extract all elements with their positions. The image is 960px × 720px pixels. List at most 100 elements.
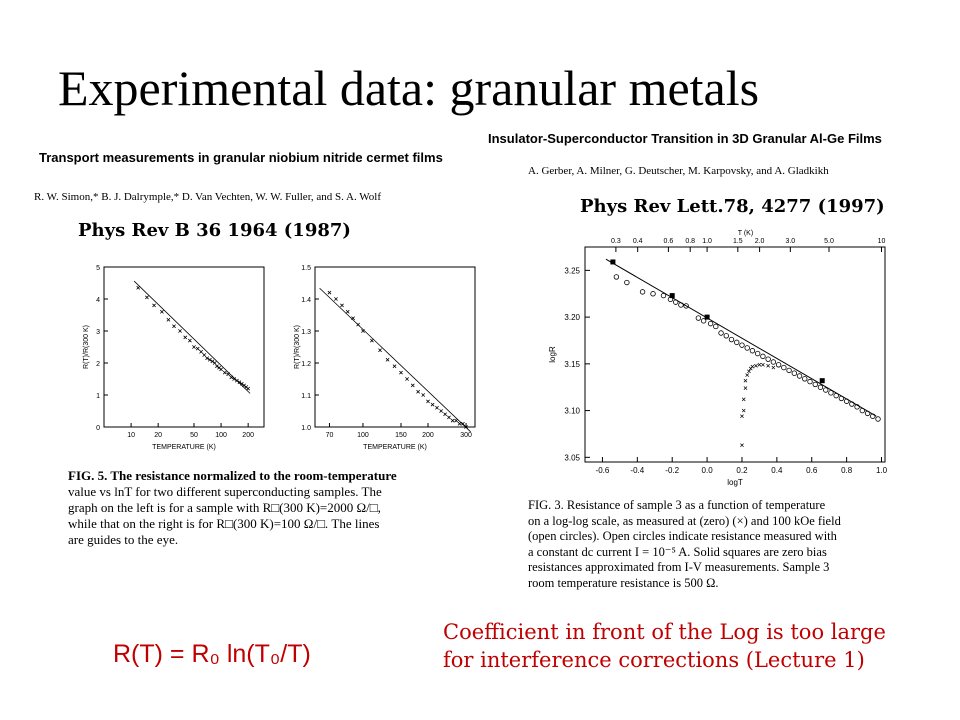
left-b-data-point bbox=[450, 418, 455, 423]
right-open-circle-point bbox=[744, 345, 750, 351]
left-paper-reference: Phys Rev B 36 1964 (1987) bbox=[78, 220, 351, 241]
right-ytick-label: 3.15 bbox=[564, 360, 580, 369]
comment-line-0: Coefficient in front of the Log is too l… bbox=[443, 620, 886, 644]
left-a-xlabel: TEMPERATURE (K) bbox=[152, 444, 216, 451]
left-caption-line-0: FIG. 5. The resistance normalized to the… bbox=[68, 468, 397, 483]
right-open-circle-point bbox=[812, 381, 818, 388]
left-a-data-point bbox=[222, 370, 227, 375]
right-filled-square-point bbox=[610, 259, 616, 265]
right-filled-square-point bbox=[669, 293, 675, 299]
left-a-data-point bbox=[152, 303, 156, 308]
left-paper-authors: R. W. Simon,* B. J. Dalrymple,* D. Van V… bbox=[34, 191, 382, 203]
right-open-circle-point bbox=[723, 333, 729, 339]
right-open-circle-point bbox=[650, 291, 656, 297]
left-b-data-point bbox=[460, 421, 465, 426]
left-b-data-point bbox=[361, 329, 365, 333]
left-b-xtick-label: 200 bbox=[422, 432, 434, 439]
right-top-tick-label: 1.0 bbox=[702, 238, 712, 245]
left-a-data-point bbox=[199, 349, 203, 354]
right-top-tick-label: 0.3 bbox=[611, 238, 621, 245]
left-b-data-point bbox=[416, 389, 420, 394]
right-caption-line-5: room temperature resistance is 500 Ω. bbox=[528, 575, 719, 590]
right-top-tick-label: 3.0 bbox=[785, 238, 795, 245]
right-paper-title: Insulator-Superconductor Transition in 3… bbox=[488, 131, 882, 146]
left-a-ytick-label: 2 bbox=[96, 361, 100, 368]
left-b-data-point bbox=[340, 303, 344, 308]
left-b-data-point bbox=[430, 402, 435, 407]
right-open-circle-point bbox=[734, 339, 740, 346]
right-open-circle-point bbox=[672, 299, 679, 305]
left-a-data-point bbox=[178, 329, 182, 333]
right-fit-line bbox=[605, 258, 877, 417]
right-open-circle-point bbox=[854, 404, 860, 410]
left-b-xtick-label: 150 bbox=[395, 432, 407, 439]
right-open-circle-point bbox=[760, 353, 766, 360]
right-open-circle-point bbox=[678, 302, 684, 308]
left-a-data-point bbox=[195, 346, 200, 351]
right-open-circle-point bbox=[817, 384, 824, 390]
right-cross-point bbox=[750, 364, 755, 369]
slide-title: Experimental data: granular metals bbox=[58, 60, 760, 116]
left-b-data-point bbox=[392, 364, 397, 369]
right-open-circle-point bbox=[786, 367, 792, 374]
left-a-data-point bbox=[202, 353, 207, 357]
left-caption-line-3: while that on the right is for R□(300 K)… bbox=[68, 516, 380, 531]
left-b-guide-line bbox=[319, 287, 471, 433]
right-top-tick-label: 10 bbox=[878, 238, 886, 245]
right-top-tick-label: 0.4 bbox=[633, 238, 643, 245]
right-caption-line-4: resistances approximated from I-V measur… bbox=[528, 560, 830, 574]
left-b-data-point bbox=[457, 421, 462, 426]
left-b-data-point bbox=[370, 338, 374, 343]
left-a-data-point bbox=[145, 295, 149, 300]
left-b-data-point bbox=[345, 309, 350, 314]
left-a-xtick-label: 20 bbox=[154, 432, 162, 439]
right-open-circle-point bbox=[718, 330, 724, 336]
right-ytick-label: 3.25 bbox=[564, 266, 580, 275]
left-paper-title: Transport measurements in granular niobi… bbox=[39, 150, 443, 165]
right-open-circle-point bbox=[765, 356, 771, 362]
right-paper-reference: Phys Rev Lett.78, 4277 (1997) bbox=[580, 196, 885, 217]
right-cross-point bbox=[754, 363, 758, 368]
right-cross-point bbox=[740, 414, 744, 419]
left-a-data-point bbox=[172, 324, 176, 329]
right-cross-point bbox=[741, 397, 746, 402]
left-a-data-point bbox=[205, 356, 210, 361]
right-cross-point bbox=[761, 362, 765, 367]
right-top-axis-label: T (K) bbox=[738, 230, 753, 237]
left-a-xtick-label: 100 bbox=[215, 432, 227, 439]
right-figure: 3.05 3.10 3.15 3.20 3.25 -0.6 -0.4 -0.2 0.0 0.2 0.… bbox=[548, 230, 888, 487]
right-xtick-label: 0.6 bbox=[806, 466, 818, 475]
left-a-data-point bbox=[183, 335, 188, 340]
left-caption-line-1: value vs lnT for two different supercond… bbox=[68, 484, 382, 499]
left-a-xtick-label: 50 bbox=[190, 432, 198, 439]
left-b-data-point bbox=[447, 415, 451, 420]
left-b-data-point bbox=[454, 418, 459, 423]
right-cross-point bbox=[757, 362, 762, 367]
right-cross-point bbox=[741, 408, 746, 413]
right-cross-point bbox=[745, 373, 750, 377]
right-top-tick-label: 0.8 bbox=[685, 238, 695, 245]
right-open-circle-point bbox=[875, 416, 881, 422]
left-b-data-point bbox=[426, 399, 430, 404]
right-xtick-label: -0.2 bbox=[665, 466, 679, 475]
left-b-data-point bbox=[351, 316, 355, 321]
right-xtick-label: 0.4 bbox=[771, 466, 783, 475]
right-xtick-label: 0.8 bbox=[841, 466, 853, 475]
left-b-data-point bbox=[327, 290, 332, 295]
right-paper-authors: A. Gerber, A. Milner, G. Deutscher, M. K… bbox=[528, 165, 829, 177]
right-open-circle-point bbox=[833, 392, 839, 399]
left-a-data-point bbox=[136, 285, 141, 290]
right-open-circle-point bbox=[683, 303, 689, 309]
right-filled-square-point bbox=[819, 378, 825, 384]
left-b-xlabel: TEMPERATURE (K) bbox=[363, 444, 427, 451]
left-b-data-point bbox=[443, 412, 447, 417]
right-ytick-label: 3.20 bbox=[564, 313, 580, 322]
right-open-circle-point bbox=[796, 373, 803, 379]
left-b-data-point bbox=[405, 377, 409, 381]
right-open-circle-point bbox=[713, 323, 719, 330]
right-caption-line-3: a constant dc current I = 10⁻⁵ A. Solid … bbox=[528, 544, 827, 559]
right-caption-line-0: FIG. 3. Resistance of sample 3 as a func… bbox=[528, 498, 826, 512]
right-ytick-label: 3.10 bbox=[564, 407, 580, 416]
right-open-circle-point bbox=[802, 376, 808, 382]
right-cross-point bbox=[766, 363, 770, 368]
